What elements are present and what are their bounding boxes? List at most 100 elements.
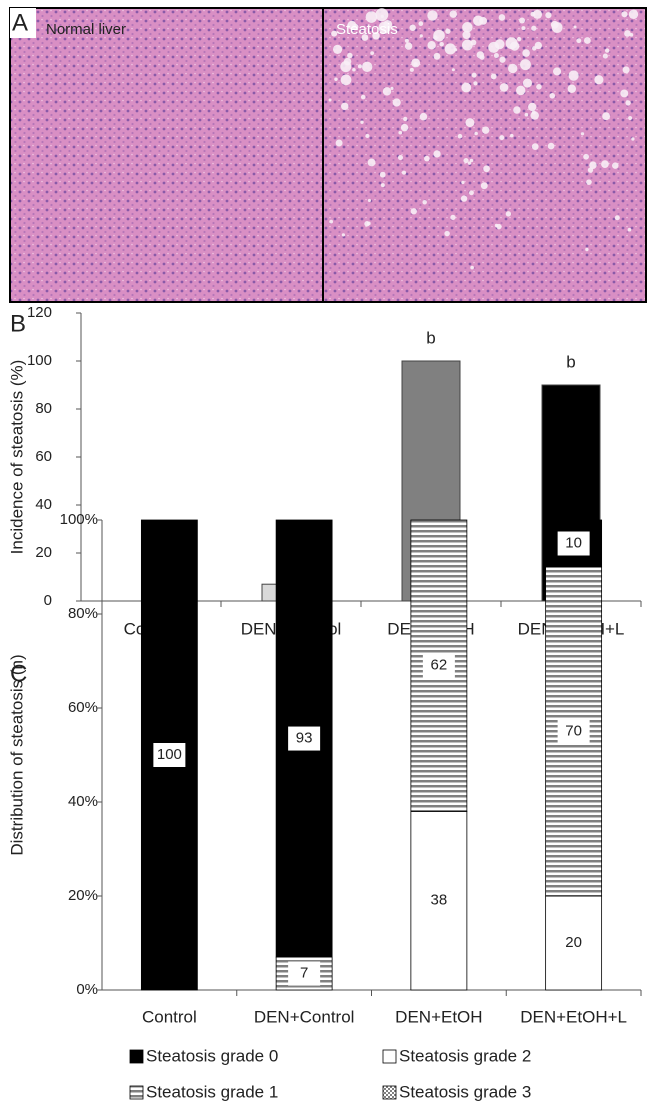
vacuole [367, 198, 372, 203]
x-tick-label: Control [142, 1007, 197, 1026]
y-tick-label: 100 [27, 352, 52, 369]
label-box [422, 653, 455, 678]
vacuole [335, 139, 343, 147]
data-label: 7 [300, 965, 308, 982]
label-box [557, 931, 590, 955]
vacuole [463, 157, 469, 164]
vacuole [515, 85, 526, 96]
vacuole [404, 38, 409, 43]
vacuole [472, 15, 484, 26]
vacuole [424, 155, 430, 162]
label-box [288, 961, 321, 986]
image-caption: Normal liver [46, 21, 126, 38]
bar-annotation: b [566, 352, 575, 371]
vacuole [520, 59, 531, 71]
vacuole [476, 51, 484, 59]
vacuole [573, 25, 577, 29]
vacuoles [328, 8, 639, 270]
legend-swatch [382, 1085, 397, 1100]
label-box [288, 726, 321, 751]
label-box [422, 888, 455, 913]
vacuole [392, 98, 401, 107]
vacuole [433, 52, 441, 60]
vacuole [589, 161, 597, 169]
vacuole [625, 100, 631, 106]
vacuole [451, 68, 455, 72]
vacuole [499, 83, 509, 92]
vacuole [531, 25, 537, 31]
vacuole [449, 10, 458, 18]
vacuole [467, 161, 472, 165]
y-tick-label: 0 [44, 592, 52, 609]
vacuole [461, 39, 473, 51]
vacuole [445, 28, 451, 34]
data-label: 93 [296, 730, 313, 747]
y-tick-label: 80% [68, 605, 98, 622]
y-tick-label: 40% [68, 793, 98, 810]
vacuole [587, 167, 594, 173]
vacuole [499, 56, 506, 63]
vacuole [622, 66, 630, 74]
vacuole [480, 182, 488, 190]
vacuole [462, 30, 471, 40]
vacuole [444, 43, 456, 55]
vacuole [468, 190, 474, 196]
vacuole [545, 12, 552, 19]
vacuole [340, 74, 352, 86]
vacuole [365, 133, 370, 138]
vacuole [522, 49, 530, 57]
vacuole [365, 11, 378, 23]
label-bg [10, 8, 36, 38]
label-box [153, 743, 186, 767]
vacuole [549, 92, 556, 99]
vacuole [531, 110, 536, 115]
vacuole [602, 53, 608, 59]
x-tick-label: DEN+EtOH [395, 1007, 482, 1026]
legend-label: Steatosis grade 3 [399, 1082, 531, 1101]
legend-label: Steatosis grade 0 [146, 1046, 278, 1065]
vacuole [531, 46, 537, 51]
vacuole [583, 153, 589, 160]
bar-annotation: b [426, 328, 435, 347]
vacuole [583, 37, 591, 44]
vacuole [576, 38, 582, 44]
vacuole [513, 106, 521, 114]
vacuole [601, 160, 609, 169]
vacuole [419, 112, 428, 121]
label-box [557, 531, 590, 556]
vacuole [398, 130, 403, 135]
vacuole [567, 84, 577, 93]
y-tick-label: 100% [60, 511, 98, 528]
vacuole [367, 158, 376, 167]
legend-label: Steatosis grade 2 [399, 1046, 531, 1065]
vacuole [528, 102, 537, 112]
vacuole [461, 82, 472, 93]
vacuole [372, 32, 380, 40]
vacuole [568, 70, 579, 81]
vacuole [509, 41, 520, 51]
image-caption: Steatosis [336, 21, 398, 38]
vacuole [450, 214, 456, 221]
vacuole [469, 158, 474, 163]
vacuole [331, 30, 338, 37]
vacuole [422, 200, 427, 205]
vacuole [383, 19, 393, 29]
vacuole [329, 219, 334, 224]
vacuole [380, 183, 385, 188]
data-label: 20 [565, 934, 582, 951]
panel-label: A [12, 9, 28, 36]
y-axis-title: Distribution of steatosis (n) [7, 654, 26, 855]
vacuole [551, 22, 563, 33]
vacuole [465, 118, 475, 128]
vacuole [404, 42, 413, 50]
vacuole [461, 180, 465, 185]
vacuole [498, 14, 506, 21]
legend-swatch [382, 1049, 397, 1064]
data-label: 70 [565, 722, 582, 739]
vacuole [427, 41, 436, 50]
vacuole [361, 61, 373, 73]
vacuole [397, 154, 404, 161]
vacuole [410, 208, 417, 215]
panel-a: A Normal liver Steatosis [9, 7, 647, 303]
data-label: 10 [565, 534, 582, 551]
